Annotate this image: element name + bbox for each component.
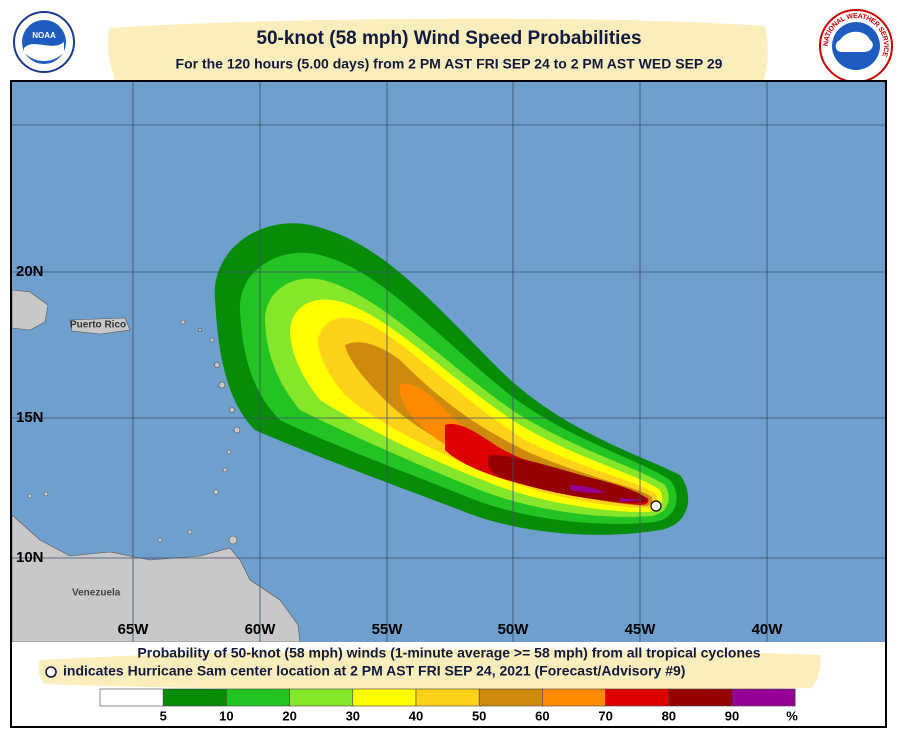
legend-swatch [415,688,480,707]
legend-swatch [99,688,164,707]
latitude-label: 10N [16,549,44,566]
highlight [38,649,821,690]
longitude-label: 45W [625,621,657,638]
legend-label: 20 [282,708,296,723]
legend-unit: % [786,708,798,723]
longitude-label: 50W [498,621,530,638]
map: Puerto Rico Venezuela 65W 60W 55W 50W 45W 40W… [12,82,885,642]
graticule [12,82,885,642]
nws-logo: NATIONAL WEATHER SERVICE [819,9,893,83]
latitude-label: 20N [16,263,44,280]
longitude-label: 60W [245,621,277,638]
logo-text: NOAA [32,31,56,40]
legend-label: 70 [598,708,612,723]
probability-contour [570,485,645,502]
legend-swatch [352,688,417,707]
legend-label: 5 [160,708,167,723]
place-label: Puerto Rico [70,320,126,331]
storm-center [650,500,662,512]
highlight [107,18,768,91]
legend-label: 60 [535,708,549,723]
legend-swatch [605,688,670,707]
land [12,289,301,642]
noaa-logo: NOAA [13,11,75,73]
legend-swatch [289,688,354,707]
legend: 5 10 20 30 40 50 60 70 80 90% [99,688,798,723]
contours [214,223,689,535]
legend-label: 50 [472,708,486,723]
legend-label: 40 [409,708,423,723]
title: 50-knot (58 mph) Wind Speed Probabilitie… [256,28,641,49]
legend-label: 30 [346,708,360,723]
probability-contour [487,455,648,503]
legend-swatch [731,688,796,707]
legend-swatch [668,688,733,707]
longitude-label: 40W [752,621,784,638]
probability-contour [345,342,653,506]
legend-swatch [162,688,227,707]
legend-swatch [478,688,543,707]
legend-swatch [226,688,290,707]
legend-label: 80 [662,708,676,723]
longitude-label: 65W [118,621,150,638]
footer-description: Probability of 50-knot (58 mph) winds (1… [137,645,760,661]
legend-swatch [542,688,606,707]
footer-note: indicates Hurricane Sam center location … [63,663,685,679]
longitude-label: 55W [372,621,404,638]
marker-symbol [45,666,57,678]
place-label: Venezuela [72,588,121,599]
frame [10,80,887,728]
latitude-label: 15N [16,409,44,426]
subtitle: For the 120 hours (5.00 days) from 2 PM … [176,56,723,72]
legend-label: 10 [219,708,233,723]
legend-label: 90 [725,708,739,723]
